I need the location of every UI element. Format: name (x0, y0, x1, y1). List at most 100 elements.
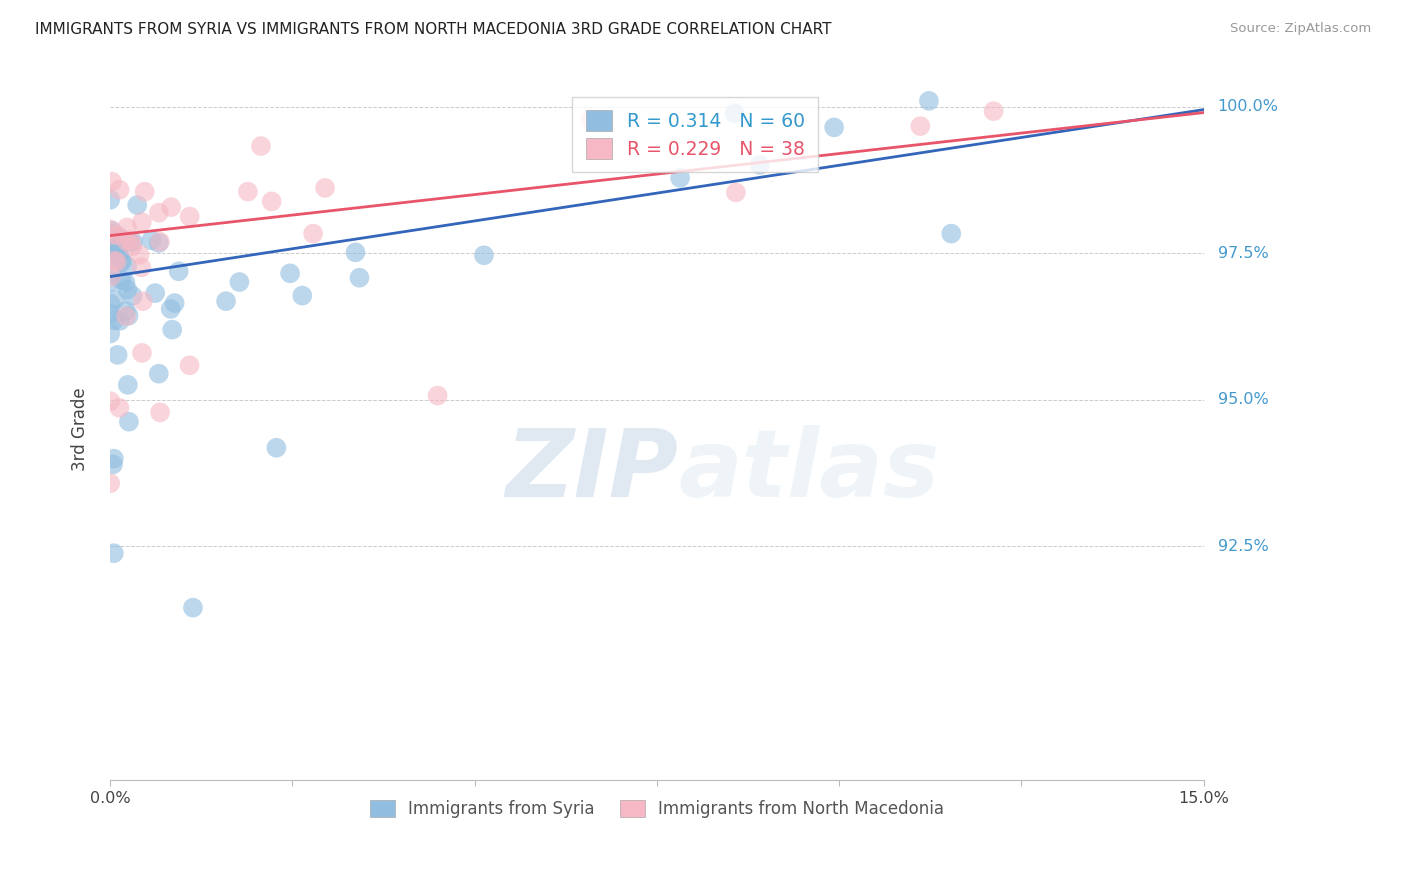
Point (143, 286, 166, 301)
Point (122, 235, 145, 249)
Point (120, 233, 142, 247)
Point (98, 476, 121, 491)
Point (98, 241, 121, 255)
Point (105, 228, 128, 243)
Point (302, 227, 325, 241)
Point (100, 269, 122, 284)
Point (179, 210, 201, 224)
Point (941, 227, 963, 241)
Point (291, 288, 314, 302)
Point (910, 119, 932, 133)
Text: atlas: atlas (679, 425, 941, 517)
Point (426, 388, 449, 402)
Point (108, 231, 131, 245)
Point (108, 183, 131, 197)
Point (134, 185, 156, 199)
Point (215, 294, 238, 309)
Point (723, 106, 745, 120)
Point (163, 296, 186, 310)
Point (105, 255, 128, 269)
Point (98, 326, 121, 341)
Point (108, 247, 131, 261)
Point (748, 158, 770, 172)
Point (111, 255, 134, 269)
Point (100, 275, 122, 289)
Point (983, 104, 1005, 119)
Point (114, 275, 136, 289)
Point (314, 181, 336, 195)
Point (105, 239, 128, 253)
Point (823, 120, 845, 135)
Text: ZIP: ZIP (506, 425, 679, 517)
Point (101, 224, 124, 238)
Point (103, 451, 125, 466)
Point (98, 248, 121, 262)
Point (579, 112, 602, 127)
Point (103, 313, 125, 327)
Point (127, 198, 149, 212)
Point (107, 244, 129, 259)
Point (344, 245, 367, 260)
Legend: Immigrants from Syria, Immigrants from North Macedonia: Immigrants from Syria, Immigrants from N… (363, 793, 950, 825)
Point (349, 270, 371, 285)
Point (100, 227, 122, 241)
Point (98, 394, 121, 409)
Point (260, 194, 283, 209)
Point (117, 309, 139, 323)
Point (160, 200, 183, 214)
Point (181, 600, 204, 615)
Point (101, 458, 124, 472)
Text: 92.5%: 92.5% (1218, 539, 1268, 554)
Point (131, 346, 153, 360)
Text: 95.0%: 95.0% (1218, 392, 1268, 407)
Point (141, 233, 163, 247)
Point (121, 239, 143, 253)
Point (266, 441, 288, 455)
Point (100, 296, 122, 310)
Point (100, 222, 122, 236)
Point (104, 293, 127, 307)
Point (148, 367, 170, 381)
Point (149, 235, 172, 249)
Point (104, 253, 127, 268)
Point (118, 415, 141, 429)
Point (250, 139, 273, 153)
Point (115, 234, 138, 248)
Point (228, 275, 250, 289)
Point (159, 301, 181, 316)
Point (115, 259, 138, 273)
Point (179, 359, 201, 373)
Text: Source: ZipAtlas.com: Source: ZipAtlas.com (1230, 22, 1371, 36)
Point (669, 170, 692, 185)
Point (132, 294, 155, 309)
Point (148, 205, 170, 219)
Point (115, 220, 138, 235)
Text: 97.5%: 97.5% (1218, 245, 1268, 260)
Point (918, 94, 941, 108)
Point (100, 227, 122, 242)
Point (101, 230, 124, 244)
Point (472, 248, 495, 262)
Point (98, 307, 121, 321)
Point (117, 377, 139, 392)
Point (149, 405, 172, 419)
Point (108, 314, 131, 328)
Point (128, 248, 150, 262)
Point (160, 323, 183, 337)
Point (278, 266, 301, 280)
Point (148, 235, 170, 250)
Point (114, 304, 136, 318)
Point (107, 348, 129, 362)
Point (98, 193, 121, 207)
Text: IMMIGRANTS FROM SYRIA VS IMMIGRANTS FROM NORTH MACEDONIA 3RD GRADE CORRELATION C: IMMIGRANTS FROM SYRIA VS IMMIGRANTS FROM… (35, 22, 832, 37)
Point (167, 264, 190, 278)
Text: 100.0%: 100.0% (1218, 99, 1278, 114)
Point (103, 546, 125, 560)
Point (724, 186, 747, 200)
Point (100, 266, 122, 280)
Point (101, 175, 124, 189)
Point (110, 253, 132, 268)
Point (236, 185, 259, 199)
Point (107, 248, 129, 262)
Point (110, 273, 132, 287)
